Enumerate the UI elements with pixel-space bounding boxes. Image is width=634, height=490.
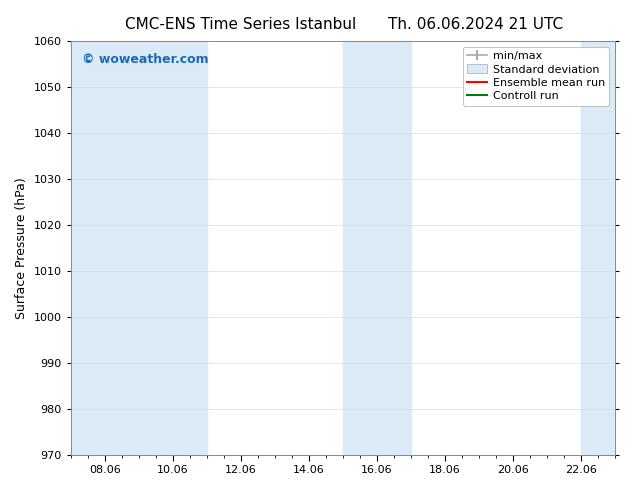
Y-axis label: Surface Pressure (hPa): Surface Pressure (hPa)	[15, 177, 28, 318]
Bar	[71, 41, 139, 455]
Bar	[581, 41, 615, 455]
Text: Th. 06.06.2024 21 UTC: Th. 06.06.2024 21 UTC	[388, 17, 563, 32]
Text: CMC-ENS Time Series Istanbul: CMC-ENS Time Series Istanbul	[126, 17, 356, 32]
Bar	[343, 41, 411, 455]
Text: © woweather.com: © woweather.com	[82, 53, 208, 67]
Legend: min/max, Standard deviation, Ensemble mean run, Controll run: min/max, Standard deviation, Ensemble me…	[463, 47, 609, 106]
Bar	[139, 41, 207, 455]
